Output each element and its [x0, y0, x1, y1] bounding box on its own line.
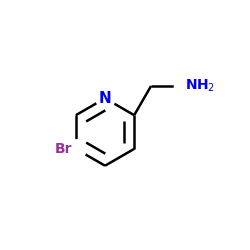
Text: Br: Br — [54, 142, 72, 156]
Text: NH$_2$: NH$_2$ — [185, 78, 215, 94]
Text: N: N — [99, 91, 112, 106]
